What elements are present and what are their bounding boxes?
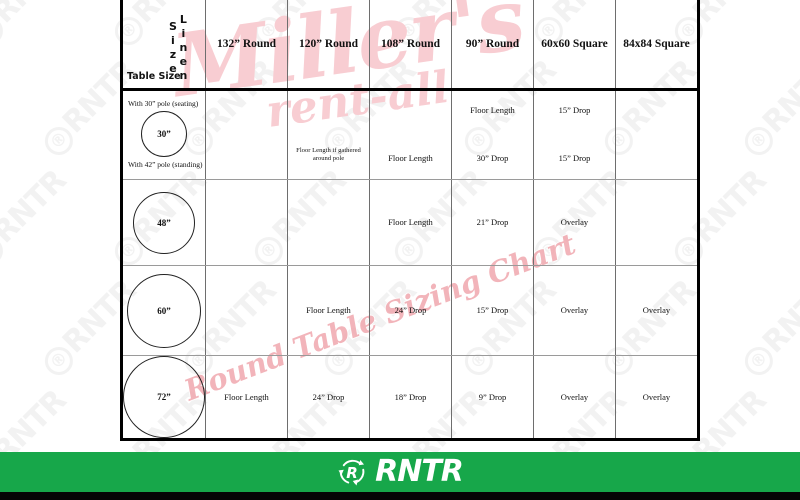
cell-value-bottom: Floor Length	[388, 152, 433, 163]
cell-r0-c5	[615, 89, 700, 180]
cell-value: 9” Drop	[478, 391, 507, 402]
cell-value: 24” Drop	[312, 391, 345, 402]
rntr-logo-text: RNTR	[375, 454, 464, 489]
header-corner-cell: Linen Size Table Size	[120, 0, 206, 91]
column-header-4: 60x60 Square	[533, 0, 616, 91]
cell-value: Floor Length	[306, 305, 351, 316]
cell-r0-c2: Floor Length	[369, 89, 452, 180]
table-row: 60” Floor Length 24” Drop 15” Drop Overlay Ov…	[120, 265, 700, 356]
cell-value: Floor Length	[224, 391, 269, 402]
table-size-circle-1: 48”	[133, 191, 195, 254]
cell-r3-c1: 24” Drop	[287, 355, 370, 441]
cell-r2-c2: 24” Drop	[369, 265, 452, 356]
cell-r2-c0	[205, 265, 288, 356]
table-body: With 30” pole (seating) 30” With 42” pole …	[120, 89, 700, 441]
column-header-0: 132” Round	[205, 0, 288, 91]
table-row: With 30” pole (seating) 30” With 42” pole …	[120, 89, 700, 180]
cell-r0-c4: 15” Drop 15” Drop	[533, 89, 616, 180]
table-size-circle-2: 60”	[127, 273, 201, 348]
cell-r2-c4: Overlay	[533, 265, 616, 356]
cell-r2-c1: Floor Length	[287, 265, 370, 356]
table-size-cell-1: 48”	[120, 179, 206, 266]
cell-r1-c0	[205, 179, 288, 266]
cell-value: Overlay	[560, 391, 589, 402]
cell-value-bottom: Floor Length if gathered around pole	[296, 147, 361, 163]
rntr-logo: R RNTR	[337, 454, 464, 489]
cell-value: Overlay	[642, 391, 671, 402]
cell-value	[288, 221, 369, 225]
cell-value: Overlay	[560, 305, 589, 316]
table-row: 72” Floor Length 24” Drop 18” Drop 9” Drop Ov…	[120, 355, 700, 441]
chart-sheet: Miller's rent-all Round Table Sizing Cha…	[120, 0, 700, 441]
cell-value: 18” Drop	[394, 391, 427, 402]
cell-r3-c0: Floor Length	[205, 355, 288, 441]
cell-r2-c5: Overlay	[615, 265, 700, 356]
table-size-circle-3: 72”	[123, 356, 205, 438]
cell-r1-c1	[287, 179, 370, 266]
cell-value-top: Floor Length	[470, 105, 515, 115]
linen-size-label: Linen Size	[166, 13, 190, 83]
sizing-chart-table: Linen Size Table Size 132” Round 120” Ro…	[120, 0, 700, 441]
cell-value: 21” Drop	[476, 217, 509, 228]
table-size-circle-0: 30”	[141, 111, 187, 157]
cell-value: Floor Length	[388, 217, 433, 228]
recycle-r-badge-icon: R	[337, 457, 367, 487]
cell-r3-c5: Overlay	[615, 355, 700, 441]
cell-r0-c3: Floor Length 30” Drop	[451, 89, 534, 180]
cell-r1-c3: 21” Drop	[451, 179, 534, 266]
cell-value	[616, 221, 697, 225]
cell-value: 15” Drop	[476, 305, 509, 316]
cell-value-bottom: 30” Drop	[476, 152, 509, 163]
column-header-2: 108” Round	[369, 0, 452, 91]
table-size-label: Table Size	[127, 71, 181, 82]
cell-r3-c2: 18” Drop	[369, 355, 452, 441]
cell-value: Overlay	[560, 217, 589, 228]
cell-value-bottom: 15” Drop	[558, 152, 591, 163]
table-row: 48” Floor Length 21” Drop Overlay	[120, 179, 700, 266]
cell-r3-c3: 9” Drop	[451, 355, 534, 441]
cell-r1-c4: Overlay	[533, 179, 616, 266]
cell-r1-c2: Floor Length	[369, 179, 452, 266]
svg-text:R: R	[346, 464, 358, 482]
cell-r1-c5	[615, 179, 700, 266]
column-header-3: 90” Round	[451, 0, 534, 91]
cell-value	[206, 309, 287, 313]
cell-r3-c4: Overlay	[533, 355, 616, 441]
cell-r0-c0	[205, 89, 288, 180]
table-size-cell-0: With 30” pole (seating) 30” With 42” pole …	[120, 89, 206, 180]
footer-black-strip	[0, 492, 800, 500]
cell-value: 24” Drop	[394, 305, 427, 316]
footer-bar: R RNTR	[0, 452, 800, 492]
pole-note-bottom-0: With 42” pole (standing)	[128, 160, 203, 169]
table-size-cell-2: 60”	[120, 265, 206, 356]
cell-value	[206, 221, 287, 225]
cell-value-top: 15” Drop	[558, 105, 591, 115]
cell-r2-c3: 15” Drop	[451, 265, 534, 356]
column-header-5: 84x84 Square	[615, 0, 700, 91]
cell-value: Overlay	[642, 305, 671, 316]
table-size-cell-3: 72”	[120, 355, 206, 441]
column-header-1: 120” Round	[287, 0, 370, 91]
table-header-row: Linen Size Table Size 132” Round 120” Ro…	[120, 0, 700, 91]
cell-r0-c1: Floor Length if gathered around pole	[287, 89, 370, 180]
pole-note-top-0: With 30” pole (seating)	[128, 99, 199, 109]
